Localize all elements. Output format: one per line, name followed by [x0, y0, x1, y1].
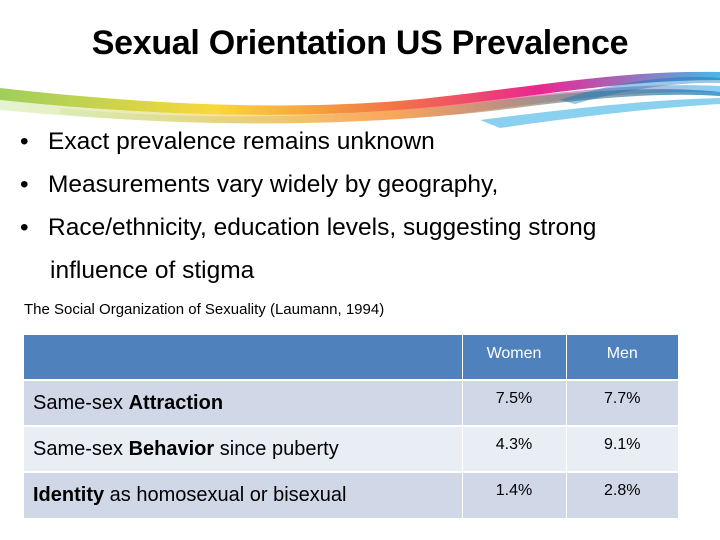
row-label-emphasis: Attraction	[128, 391, 224, 414]
bullet-continuation: influence of stigma	[50, 257, 255, 284]
table-row: Same-sex Attraction 7.5% 7.7%	[24, 379, 678, 426]
men-value: 9.1%	[566, 425, 678, 472]
women-value: 7.5%	[462, 379, 567, 426]
row-label: Same-sex Attraction	[24, 379, 463, 426]
header-women: Women	[462, 335, 567, 380]
prevalence-table: Women Men Same-sex Attraction 7.5% 7.7% …	[24, 335, 678, 518]
table-row: Identity as homosexual or bisexual 1.4% …	[24, 471, 678, 518]
bullet-text: Measurements vary widely by geography,	[48, 171, 499, 198]
header-blank	[24, 335, 463, 380]
bullet-item: • Exact prevalence remains unknown	[18, 120, 718, 163]
bullet-dot-icon: •	[20, 128, 29, 155]
table-header-row: Women Men	[24, 335, 678, 380]
bullet-item: • Measurements vary widely by geography,	[18, 163, 718, 206]
men-value: 7.7%	[566, 379, 678, 426]
bullet-text: Exact prevalence remains unknown	[48, 128, 435, 155]
men-value: 2.8%	[566, 471, 678, 518]
bullet-item: • Race/ethnicity, education levels, sugg…	[18, 206, 718, 292]
women-value: 4.3%	[462, 425, 567, 472]
slide-title: Sexual Orientation US Prevalence	[91, 24, 629, 62]
rainbow-swoosh-decoration	[0, 71, 720, 128]
row-label: Identity as homosexual or bisexual	[24, 471, 463, 518]
bullet-text: Race/ethnicity, education levels, sugges…	[48, 214, 597, 241]
women-value: 1.4%	[462, 471, 567, 518]
bullet-dot-icon: •	[20, 171, 29, 198]
bullet-list: • Exact prevalence remains unknown • Mea…	[18, 120, 718, 292]
citation-source: The Social Organization of Sexuality (La…	[24, 301, 385, 318]
table-row: Same-sex Behavior since puberty 4.3% 9.1…	[24, 425, 678, 472]
row-label-emphasis: Identity	[33, 484, 105, 506]
row-label: Same-sex Behavior since puberty	[24, 425, 463, 472]
header-men: Men	[566, 335, 678, 380]
bullet-dot-icon: •	[20, 214, 29, 241]
row-label-emphasis: Behavior	[128, 437, 215, 460]
